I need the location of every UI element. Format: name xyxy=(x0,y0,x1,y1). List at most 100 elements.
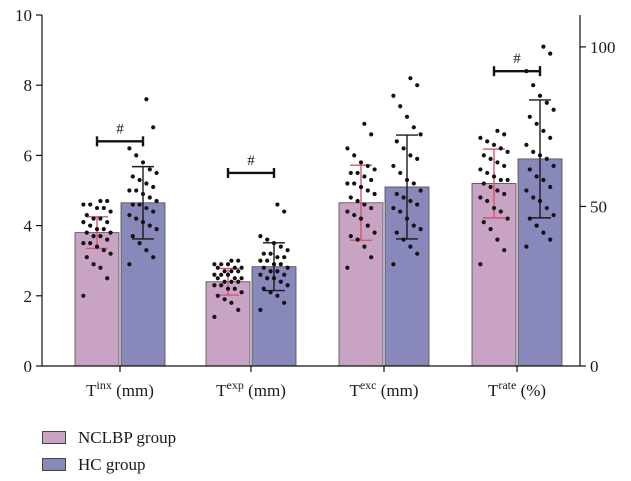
data-point-0-0-16 xyxy=(94,227,100,232)
data-point-1-3-13 xyxy=(527,167,532,172)
data-point-0-1-29 xyxy=(229,258,234,263)
data-point-0-0-14 xyxy=(108,230,113,235)
data-point-1-2-17 xyxy=(398,170,403,176)
sig-label-2: # xyxy=(513,51,521,67)
data-point-0-0-1 xyxy=(105,276,110,281)
data-point-1-1-23 xyxy=(285,248,290,253)
data-point-0-3-9 xyxy=(478,195,483,200)
data-point-1-1-18 xyxy=(258,258,263,263)
data-point-0-2-17 xyxy=(352,181,357,186)
data-point-0-1-7 xyxy=(225,286,231,291)
data-point-1-3-12 xyxy=(534,174,539,179)
data-point-1-3-5 xyxy=(551,212,556,218)
data-point-0-2-3 xyxy=(355,237,360,242)
y-left-tick-label-8: 8 xyxy=(24,76,33,95)
data-point-1-3-22 xyxy=(527,114,532,119)
data-point-1-2-26 xyxy=(398,104,403,109)
data-point-1-1-10 xyxy=(282,272,287,277)
data-point-0-2-25 xyxy=(358,160,364,165)
data-point-1-2-28 xyxy=(415,83,420,88)
data-point-0-0-25 xyxy=(94,205,100,211)
data-point-0-3-11 xyxy=(495,188,500,193)
data-point-0-2-11 xyxy=(362,202,367,207)
data-point-1-0-0 xyxy=(127,262,132,267)
data-point-0-3-21 xyxy=(488,156,493,162)
sig-label-0: # xyxy=(116,121,124,137)
data-point-1-0-26 xyxy=(134,153,139,158)
data-point-0-0-11 xyxy=(98,234,103,239)
data-point-1-2-29 xyxy=(408,76,413,81)
y-right-tick-label-50: 50 xyxy=(590,197,607,216)
y-left-tick-label-6: 6 xyxy=(24,146,33,165)
data-point-0-1-11 xyxy=(229,279,234,284)
data-point-0-3-24 xyxy=(498,146,503,151)
data-point-0-3-0 xyxy=(478,262,483,267)
data-point-1-0-5 xyxy=(154,227,159,232)
data-point-1-1-13 xyxy=(261,265,266,270)
data-point-1-2-0 xyxy=(391,262,396,267)
data-point-0-2-15 xyxy=(365,188,370,193)
data-point-0-2-27 xyxy=(345,146,350,151)
data-point-0-2-4 xyxy=(348,234,353,239)
data-point-0-0-28 xyxy=(105,198,110,204)
data-point-0-1-1 xyxy=(236,307,241,312)
data-point-1-3-18 xyxy=(524,142,529,147)
data-point-0-2-14 xyxy=(372,191,377,197)
data-point-0-1-14 xyxy=(239,276,244,281)
data-point-1-3-6 xyxy=(544,205,549,211)
x-tick-label-2: Texc (mm) xyxy=(349,378,418,400)
data-point-0-0-3 xyxy=(91,262,96,267)
data-point-0-3-20 xyxy=(495,160,500,165)
data-point-0-2-24 xyxy=(365,163,370,169)
data-point-0-2-20 xyxy=(362,174,367,179)
data-point-0-2-22 xyxy=(348,170,353,176)
data-point-1-2-10 xyxy=(415,202,420,207)
data-point-0-0-18 xyxy=(81,219,86,225)
data-point-0-3-27 xyxy=(478,135,483,140)
data-point-1-0-8 xyxy=(134,216,139,221)
data-point-1-2-20 xyxy=(408,153,413,158)
data-point-1-2-2 xyxy=(408,244,413,249)
y-left-tick-label-2: 2 xyxy=(24,287,33,306)
data-point-0-1-17 xyxy=(219,272,224,277)
data-point-1-3-19 xyxy=(548,135,553,140)
data-point-0-1-6 xyxy=(232,286,237,291)
data-point-0-1-8 xyxy=(219,283,224,288)
data-point-0-0-13 xyxy=(84,230,89,235)
data-point-0-2-12 xyxy=(355,198,360,204)
data-point-1-2-15 xyxy=(411,181,416,186)
data-point-1-0-6 xyxy=(147,223,152,228)
data-point-0-0-27 xyxy=(81,202,86,207)
data-point-0-0-7 xyxy=(94,244,100,249)
data-point-0-0-22 xyxy=(84,212,89,218)
data-point-1-0-24 xyxy=(147,167,152,172)
data-point-0-0-24 xyxy=(101,205,106,211)
data-point-0-3-17 xyxy=(485,170,490,176)
y-left-tick-label-10: 10 xyxy=(15,6,32,25)
data-point-0-0-8 xyxy=(88,241,93,246)
data-point-0-0-15 xyxy=(101,227,106,232)
data-point-1-1-16 xyxy=(271,262,277,267)
data-point-0-1-16 xyxy=(225,272,231,277)
data-point-1-2-25 xyxy=(404,114,410,119)
data-point-0-3-2 xyxy=(495,237,500,242)
data-point-1-1-9 xyxy=(258,272,263,277)
data-point-1-1-4 xyxy=(261,286,266,291)
data-point-1-0-21 xyxy=(137,177,142,183)
data-point-0-2-16 xyxy=(358,184,364,190)
data-point-0-2-7 xyxy=(358,216,364,221)
data-point-1-3-28 xyxy=(548,51,553,56)
data-point-1-2-7 xyxy=(404,216,410,221)
data-point-0-3-7 xyxy=(491,205,497,211)
data-point-1-1-24 xyxy=(278,244,283,249)
data-point-1-0-11 xyxy=(144,205,149,211)
data-point-0-2-18 xyxy=(345,181,350,186)
data-point-1-2-1 xyxy=(415,251,420,256)
data-point-0-1-25 xyxy=(225,262,231,267)
data-point-1-0-19 xyxy=(151,184,156,190)
data-point-1-1-6 xyxy=(278,279,283,284)
data-point-0-2-0 xyxy=(345,265,350,270)
data-point-0-0-9 xyxy=(81,241,86,246)
